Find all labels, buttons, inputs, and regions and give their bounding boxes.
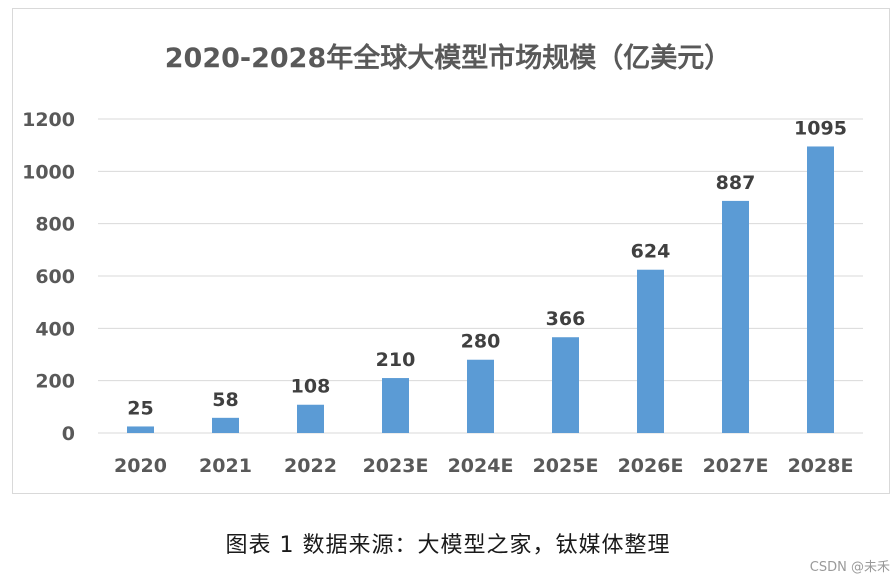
y-tick-label: 600 (35, 266, 75, 288)
data-labels: 25 58 108 210 280 366 624 887 1095 (127, 117, 847, 419)
bar (212, 417, 239, 433)
data-label: 25 (127, 397, 153, 419)
chart-title: 2020-2028年全球大模型市场规模（亿美元） (165, 42, 732, 74)
bar (637, 269, 664, 433)
bar (127, 426, 154, 433)
data-label: 624 (631, 241, 671, 263)
x-tick-label: 2022 (284, 455, 337, 477)
data-label: 366 (546, 308, 586, 330)
y-tick-label: 1000 (22, 161, 75, 183)
x-axis-ticks: 2020 2021 2022 2023E 2024E 2025E 2026E 2027E 202… (114, 455, 853, 477)
bars (127, 146, 834, 433)
x-tick-label: 2027E (703, 455, 769, 477)
y-tick-label: 400 (35, 318, 75, 340)
watermark: CSDN @未禾 (809, 560, 890, 575)
x-tick-label: 2020 (114, 455, 167, 477)
bar (297, 404, 324, 433)
x-tick-label: 2023E (363, 455, 429, 477)
y-tick-label: 0 (62, 423, 75, 445)
y-axis-ticks: 0 200 400 600 800 1000 1200 (22, 109, 75, 445)
y-tick-label: 200 (35, 371, 75, 393)
y-tick-label: 1200 (22, 109, 75, 131)
data-label: 280 (461, 331, 501, 353)
data-label: 108 (291, 376, 331, 398)
data-label: 210 (376, 349, 416, 371)
bar (807, 146, 834, 433)
x-tick-label: 2026E (618, 455, 684, 477)
y-tick-label: 800 (35, 214, 75, 236)
figure-caption: 图表 1 数据来源：大模型之家，钛媒体整理 (225, 533, 671, 558)
bar (382, 378, 409, 433)
gridlines (98, 118, 863, 434)
bar (722, 200, 749, 433)
chart-frame: 2020-2028年全球大模型市场规模（亿美元） 0 200 400 600 800 10… (12, 8, 890, 494)
x-tick-label: 2021 (199, 455, 252, 477)
x-tick-label: 2025E (533, 455, 599, 477)
bar (467, 359, 494, 433)
data-label: 887 (716, 172, 756, 194)
bar (552, 337, 579, 433)
bar-chart: 2020-2028年全球大模型市场规模（亿美元） 0 200 400 600 800 10… (22, 42, 863, 477)
x-tick-label: 2028E (788, 455, 854, 477)
data-label: 58 (212, 389, 238, 411)
data-label: 1095 (794, 117, 847, 139)
x-tick-label: 2024E (448, 455, 514, 477)
